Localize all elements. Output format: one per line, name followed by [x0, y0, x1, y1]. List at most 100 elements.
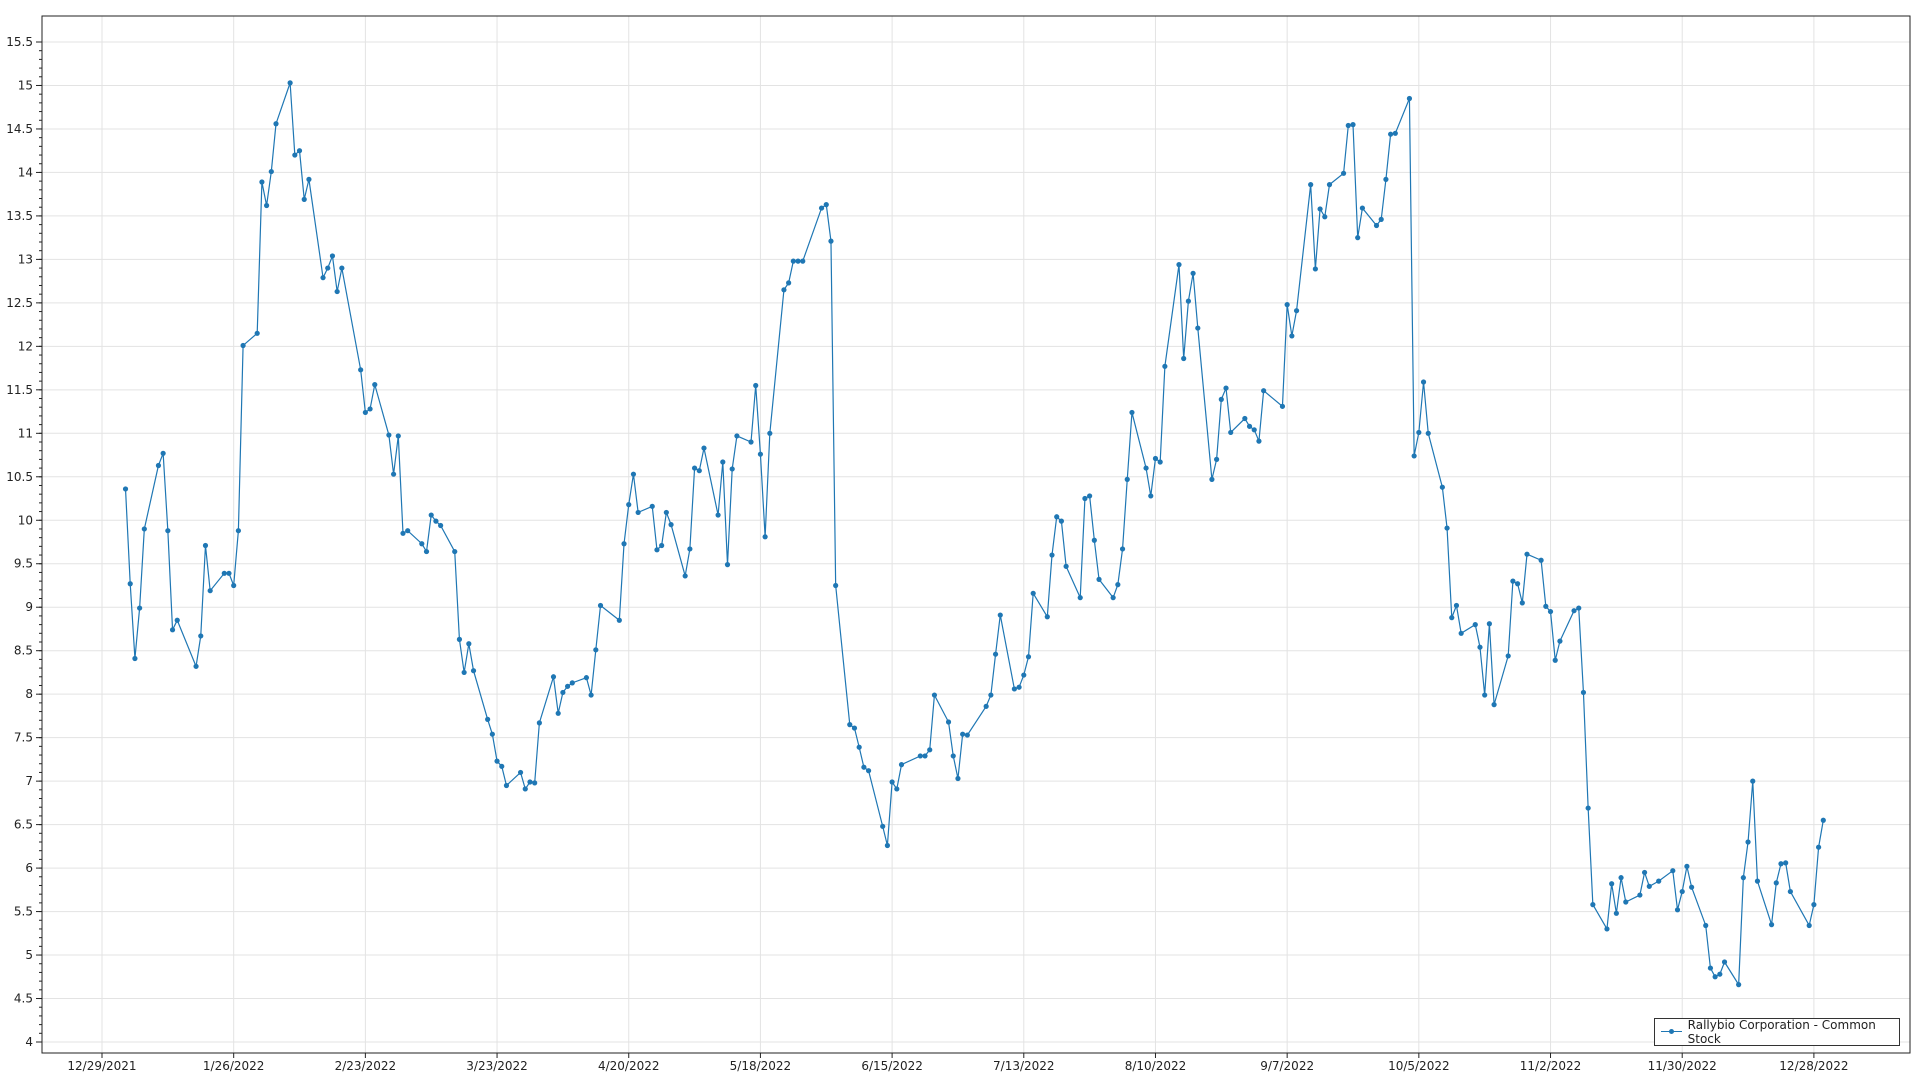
data-point	[259, 179, 265, 185]
data-point	[1590, 902, 1596, 908]
data-point	[1209, 476, 1215, 482]
data-point	[1049, 552, 1055, 558]
data-point	[390, 471, 397, 477]
data-point	[287, 80, 293, 86]
data-point	[564, 683, 571, 689]
data-point	[334, 288, 340, 295]
data-point	[1392, 130, 1398, 136]
data-point	[1684, 863, 1690, 869]
y-tick-label: 6.5	[14, 818, 33, 832]
x-tick-label: 9/7/2022	[1260, 1059, 1314, 1073]
data-point	[880, 823, 886, 829]
data-point	[137, 605, 143, 611]
data-point	[132, 655, 138, 662]
data-point	[1246, 423, 1253, 429]
data-point	[1317, 206, 1323, 212]
data-point	[734, 433, 740, 439]
data-point	[569, 680, 575, 686]
data-point	[1011, 686, 1017, 692]
data-point	[1021, 672, 1027, 678]
data-point	[386, 432, 392, 438]
x-tick-label: 3/23/2022	[466, 1059, 528, 1073]
data-point	[1261, 388, 1267, 394]
data-point	[1340, 170, 1347, 176]
data-point	[1110, 595, 1116, 601]
data-point	[865, 768, 872, 774]
data-point	[1820, 817, 1826, 823]
data-point	[1119, 546, 1126, 552]
data-point	[1641, 869, 1648, 876]
data-point	[1453, 602, 1460, 609]
data-point	[931, 692, 938, 698]
axes: 4 4.5 5 5.5 6 6.5 7 7.5 8 8.5 9 9.5 10 10.5 11 11.5 12 12…	[6, 15, 1911, 1073]
data-point	[917, 753, 923, 759]
data-point	[1576, 605, 1582, 611]
data-point	[1030, 590, 1036, 596]
data-point	[174, 617, 180, 623]
data-point	[1604, 926, 1610, 932]
x-tick-label: 5/18/2022	[730, 1059, 792, 1073]
y-tick-label: 8	[25, 687, 33, 701]
data-point	[1585, 805, 1591, 811]
y-tick-label: 15	[18, 78, 33, 92]
data-point	[1025, 654, 1032, 660]
data-point	[1218, 396, 1224, 402]
data-point	[1345, 122, 1351, 129]
data-point	[856, 744, 862, 750]
data-point	[560, 689, 566, 696]
data-point	[795, 258, 801, 264]
data-point	[503, 782, 510, 789]
data-point	[1689, 884, 1695, 890]
data-point	[945, 719, 952, 725]
data-point	[1214, 456, 1220, 462]
data-point	[193, 663, 199, 669]
data-point	[329, 253, 336, 259]
data-point	[1773, 880, 1779, 886]
data-point	[1524, 551, 1530, 557]
data-point	[1223, 385, 1229, 391]
data-point	[1646, 883, 1652, 889]
data-point	[818, 205, 825, 211]
x-tick-label: 6/15/2022	[861, 1059, 923, 1073]
data-point	[1195, 325, 1201, 331]
data-point	[1256, 438, 1262, 444]
data-point	[1162, 363, 1168, 369]
data-point	[828, 238, 834, 244]
data-point	[1510, 578, 1516, 584]
data-point	[1228, 429, 1234, 436]
data-point	[1350, 122, 1356, 128]
data-point	[207, 588, 213, 594]
y-tick-label: 12.5	[6, 296, 33, 310]
data-point	[847, 722, 853, 728]
x-tick-label: 7/13/2022	[993, 1059, 1055, 1073]
data-point	[1091, 537, 1097, 543]
data-point	[494, 758, 500, 764]
data-point	[1740, 875, 1746, 881]
data-point	[405, 528, 411, 534]
y-tick-label: 11	[18, 426, 33, 440]
data-point	[1129, 409, 1135, 416]
data-point	[1656, 878, 1662, 884]
data-point	[419, 541, 425, 547]
data-point	[715, 512, 721, 518]
data-point	[522, 786, 528, 792]
data-point	[894, 786, 900, 792]
y-tick-label: 14	[18, 165, 33, 179]
data-point	[781, 287, 787, 293]
data-point	[400, 530, 406, 536]
data-point	[1308, 182, 1314, 188]
data-point	[621, 541, 627, 547]
y-tick-label: 5	[25, 948, 33, 962]
data-point	[1322, 214, 1328, 220]
data-point	[1754, 878, 1761, 884]
data-point	[1482, 692, 1488, 698]
data-point	[1054, 514, 1060, 520]
data-point	[955, 775, 961, 782]
data-point	[1618, 875, 1624, 881]
data-point	[240, 342, 246, 349]
data-point	[762, 534, 768, 540]
data-point	[767, 430, 773, 436]
data-point	[1077, 595, 1083, 601]
data-point	[1458, 630, 1464, 636]
data-point	[950, 753, 956, 759]
